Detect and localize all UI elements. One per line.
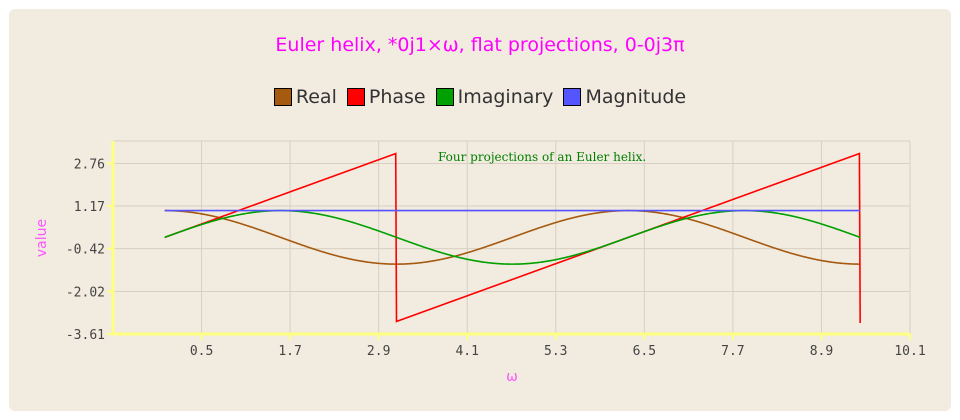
legend-item-magnitude[interactable]: Magnitude [563, 86, 686, 108]
y-tick-label: 1.17 [74, 200, 105, 215]
legend-item-real[interactable]: Real [273, 86, 337, 108]
legend-item-phase[interactable]: Phase [346, 86, 426, 108]
legend-label-phase: Phase [368, 86, 426, 108]
x-axis-label: ω [506, 369, 518, 385]
x-tick-label: 10.1 [894, 344, 925, 359]
chart-grid [107, 140, 911, 340]
legend-swatch-imaginary [435, 88, 454, 106]
x-tick-label: 4.1 [455, 344, 478, 359]
series-lines [164, 152, 861, 324]
legend-swatch-real [273, 88, 292, 106]
series-line-real [164, 209, 861, 265]
legend-swatch-phase [346, 88, 365, 106]
x-tick-labels: 0.5 1.7 2.9 4.1 5.3 6.5 7.7 8.9 10.1 [190, 344, 926, 359]
y-tick-label: 2.76 [74, 157, 105, 172]
legend-label-magnitude: Magnitude [585, 86, 687, 108]
x-tick-label: 5.3 [544, 344, 567, 359]
x-tick-label: 8.9 [810, 344, 833, 359]
x-tick-label: 2.9 [367, 344, 390, 359]
y-axis-label: value [34, 219, 50, 257]
y-tick-labels: 2.76 1.17 -0.42 -2.02 -3.61 [66, 157, 105, 343]
chart-annotation: Four projections of an Euler helix. [438, 150, 646, 164]
chart-axes [111, 141, 910, 336]
legend-swatch-magnitude [563, 88, 582, 106]
series-line-phase [164, 152, 861, 324]
y-tick-label: -0.42 [66, 243, 105, 258]
x-tick-label: 6.5 [633, 344, 656, 359]
y-tick-label: -3.61 [66, 328, 105, 343]
x-tick-label: 7.7 [721, 344, 744, 359]
x-tick-label: 1.7 [278, 344, 301, 359]
legend-label-imaginary: Imaginary [457, 86, 554, 108]
legend-item-imaginary[interactable]: Imaginary [435, 86, 554, 108]
legend-label-real: Real [295, 86, 337, 108]
y-tick-label: -2.02 [66, 285, 105, 300]
chart-legend: Real Phase Imaginary Magnitude [0, 86, 960, 108]
x-tick-label: 0.5 [190, 344, 213, 359]
chart-title: Euler helix, *0j1×ω, flat projections, 0… [275, 34, 685, 56]
